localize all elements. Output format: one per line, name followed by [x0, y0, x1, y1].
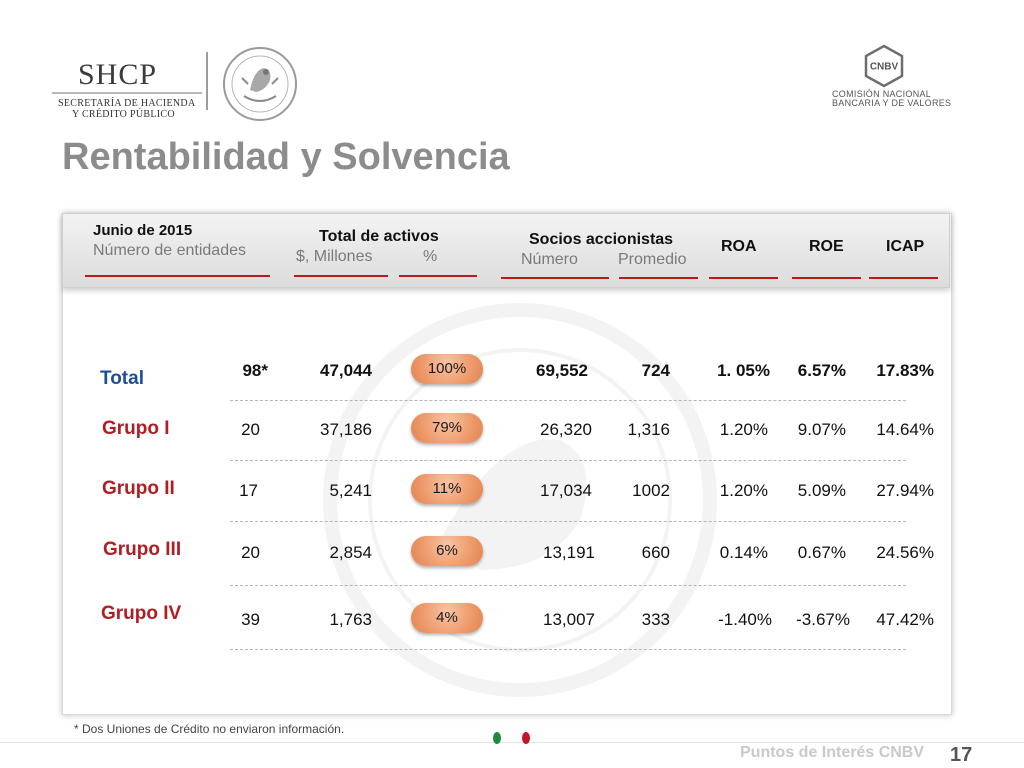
cell-grupo-iv-roa: -1.40% — [718, 610, 772, 629]
cell-grupo-i-entities: 20 — [241, 420, 260, 439]
cell-total-assets: 47,044 — [320, 361, 372, 380]
header-assets-amount: $, Millones — [296, 248, 373, 265]
footnote: * Dos Uniones de Crédito no enviaron inf… — [74, 722, 345, 736]
header-roe: ROE — [809, 238, 844, 255]
shcp-logo-divider — [52, 92, 202, 94]
cell-grupo-iv-roe: -3.67% — [796, 610, 850, 629]
cnbv-logo-icon: CNBV — [864, 44, 904, 88]
header-roa: ROA — [721, 238, 757, 255]
cell-total-roa: 1. 05% — [717, 361, 770, 380]
row-separator — [230, 649, 906, 650]
cell-grupo-iv-icap: 47.42% — [876, 610, 934, 629]
pill-grupo-iv-pct: 4% — [411, 603, 483, 633]
cell-grupo-iii-entities: 20 — [241, 543, 260, 562]
header-underline-entities — [85, 275, 270, 277]
footer-divider — [0, 742, 1024, 743]
cell-grupo-ii-average: 1002 — [632, 481, 670, 500]
header-entities: Número de entidades — [93, 242, 246, 259]
shcp-logo-title: SHCP — [78, 58, 158, 91]
header-underline-icap — [869, 277, 938, 279]
coat-of-arms-watermark-icon — [323, 303, 717, 697]
header-assets-pct: % — [423, 248, 438, 265]
cell-grupo-iii-icap: 24.56% — [876, 543, 934, 562]
row-separator — [230, 400, 906, 401]
cell-grupo-ii-roa: 1.20% — [719, 481, 768, 500]
cell-grupo-iii-roa: 0.14% — [719, 543, 768, 562]
header-partners-average: Promedio — [618, 251, 687, 268]
cell-grupo-i-roe: 9.07% — [797, 420, 846, 439]
cell-total-entities: 98* — [242, 361, 268, 380]
flag-green-dot-icon — [493, 732, 501, 744]
header-underline-roa — [709, 277, 778, 279]
header-icap: ICAP — [886, 238, 925, 255]
cell-grupo-iii-roe: 0.67% — [797, 543, 846, 562]
cell-grupo-iv-entities: 39 — [241, 610, 260, 629]
cell-grupo-i-assets: 37,186 — [320, 420, 372, 439]
row-label-grupo-i: Grupo I — [102, 418, 170, 439]
footer-brand: Puntos de Interés CNBV — [740, 744, 925, 761]
header-partners-group: Socios accionistas — [529, 231, 674, 248]
cnbv-name-line-2: BANCARIA Y DE VALORES — [832, 98, 952, 108]
cell-grupo-ii-roe: 5.09% — [797, 481, 846, 500]
shcp-logo-subtitle-1: SECRETARÍA DE HACIENDA — [58, 98, 196, 109]
pill-grupo-iii-pct: 6% — [411, 536, 483, 566]
cell-grupo-iv-average: 333 — [641, 610, 670, 629]
cell-grupo-iii-average: 660 — [641, 543, 670, 562]
cell-grupo-iv-assets: 1,763 — [329, 610, 372, 629]
cell-grupo-ii-entities: 17 — [239, 481, 258, 500]
header-assets-group: Total de activos — [319, 228, 439, 245]
cell-grupo-i-partners: 26,320 — [540, 420, 592, 439]
cell-total-roe: 6.57% — [797, 361, 846, 380]
cell-grupo-ii-assets: 5,241 — [329, 481, 372, 500]
pill-total-pct: 100% — [411, 354, 483, 384]
cell-grupo-iii-partners: 13,191 — [543, 543, 595, 562]
pill-grupo-ii-pct: 11% — [411, 474, 483, 504]
cell-total-icap: 17.83% — [876, 361, 934, 380]
cell-grupo-iv-partners: 13,007 — [543, 610, 595, 629]
row-separator — [230, 585, 906, 586]
pill-grupo-i-pct: 79% — [411, 413, 483, 443]
header-date: Junio de 2015 — [93, 222, 193, 239]
page-number: 17 — [950, 744, 973, 766]
cell-grupo-ii-partners: 17,034 — [540, 481, 592, 500]
coat-of-arms-seal-icon — [223, 47, 297, 121]
cell-grupo-i-roa: 1.20% — [719, 420, 768, 439]
flag-red-dot-icon — [522, 732, 530, 744]
page-title: Rentabilidad y Solvencia — [62, 136, 510, 178]
cell-grupo-iii-assets: 2,854 — [329, 543, 372, 562]
header-underline-assets-pct — [399, 275, 477, 277]
shcp-logo-subtitle-2: Y CRÉDITO PÚBLICO — [72, 109, 175, 120]
cell-grupo-i-average: 1,316 — [627, 420, 670, 439]
row-label-grupo-ii: Grupo II — [102, 478, 175, 499]
cell-grupo-ii-icap: 27.94% — [876, 481, 934, 500]
logo-separator — [206, 52, 208, 110]
cnbv-logo-text: CNBV — [870, 62, 899, 73]
header-underline-assets-amount — [294, 275, 388, 277]
header-partners-number: Número — [521, 251, 578, 268]
cell-grupo-i-icap: 14.64% — [876, 420, 934, 439]
row-separator — [230, 521, 906, 522]
table-card — [62, 213, 952, 715]
cnbv-name-line-1: COMISIÓN NACIONAL — [832, 89, 932, 99]
header-underline-partners-average — [619, 277, 698, 279]
cell-total-average: 724 — [641, 361, 670, 380]
row-label-grupo-iii: Grupo III — [103, 539, 182, 560]
header-underline-partners-number — [501, 277, 609, 279]
row-separator — [230, 460, 906, 461]
row-label-total: Total — [100, 368, 144, 389]
row-label-grupo-iv: Grupo IV — [101, 603, 182, 624]
cell-total-partners: 69,552 — [536, 361, 588, 380]
header-underline-roe — [792, 277, 861, 279]
